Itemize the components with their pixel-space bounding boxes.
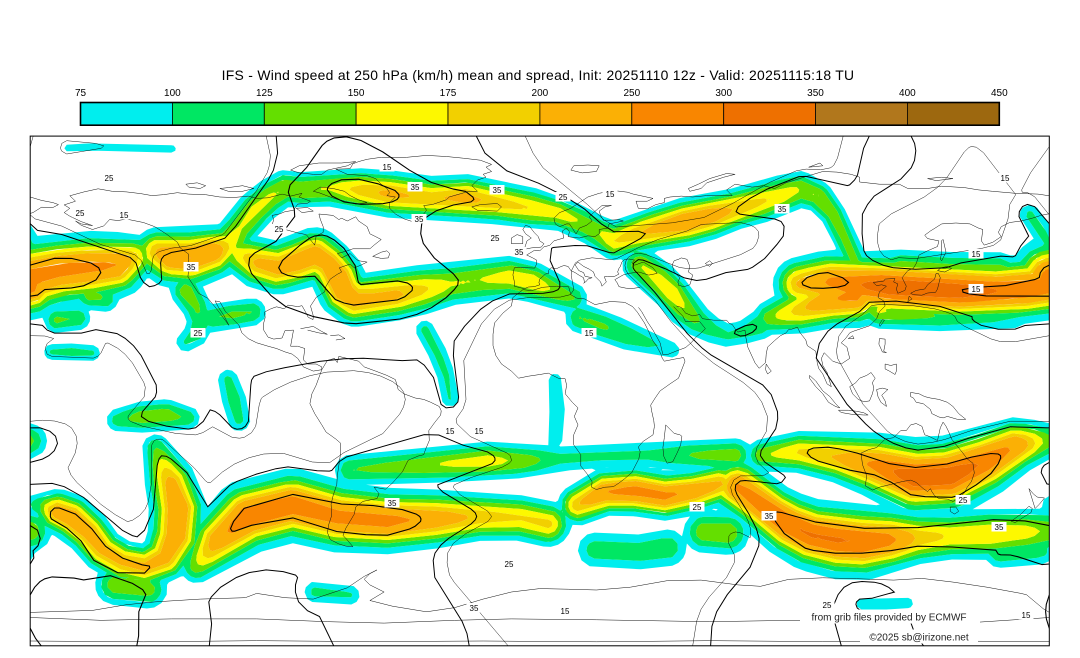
svg-text:35: 35 bbox=[187, 263, 196, 272]
svg-text:15: 15 bbox=[120, 211, 129, 220]
svg-text:400: 400 bbox=[899, 88, 916, 99]
svg-text:100: 100 bbox=[164, 88, 181, 99]
svg-text:15: 15 bbox=[475, 427, 484, 436]
svg-text:25: 25 bbox=[491, 234, 500, 243]
svg-text:25: 25 bbox=[693, 503, 702, 512]
svg-text:35: 35 bbox=[411, 183, 420, 192]
svg-text:15: 15 bbox=[972, 250, 981, 259]
svg-text:15: 15 bbox=[1001, 174, 1010, 183]
svg-text:35: 35 bbox=[515, 248, 524, 257]
svg-text:25: 25 bbox=[275, 225, 284, 234]
svg-text:35: 35 bbox=[470, 604, 479, 613]
svg-text:15: 15 bbox=[585, 329, 594, 338]
svg-text:350: 350 bbox=[807, 88, 824, 99]
svg-text:75: 75 bbox=[75, 88, 87, 99]
svg-text:©2025 sb@irizone.net: ©2025 sb@irizone.net bbox=[869, 633, 968, 644]
svg-text:35: 35 bbox=[415, 215, 424, 224]
svg-text:150: 150 bbox=[348, 88, 365, 99]
svg-text:IFS - Wind speed at 250 hPa (k: IFS - Wind speed at 250 hPa (km/h) mean … bbox=[222, 67, 855, 83]
svg-text:175: 175 bbox=[440, 88, 457, 99]
svg-text:25: 25 bbox=[105, 174, 114, 183]
svg-text:200: 200 bbox=[532, 88, 549, 99]
svg-text:25: 25 bbox=[505, 560, 514, 569]
svg-text:25: 25 bbox=[959, 496, 968, 505]
svg-text:250: 250 bbox=[623, 88, 640, 99]
svg-text:from grib files provided by EC: from grib files provided by ECMWF bbox=[811, 613, 966, 624]
svg-text:35: 35 bbox=[765, 512, 774, 521]
svg-text:25: 25 bbox=[194, 329, 203, 338]
svg-text:15: 15 bbox=[972, 285, 981, 294]
svg-text:35: 35 bbox=[778, 205, 787, 214]
svg-text:25: 25 bbox=[823, 601, 832, 610]
svg-text:35: 35 bbox=[388, 499, 397, 508]
svg-text:15: 15 bbox=[606, 190, 615, 199]
svg-text:25: 25 bbox=[559, 193, 568, 202]
svg-text:15: 15 bbox=[383, 163, 392, 172]
svg-text:15: 15 bbox=[446, 427, 455, 436]
svg-text:15: 15 bbox=[561, 607, 570, 616]
svg-text:15: 15 bbox=[1022, 611, 1031, 620]
svg-text:35: 35 bbox=[995, 523, 1004, 532]
svg-text:125: 125 bbox=[256, 88, 273, 99]
svg-text:450: 450 bbox=[991, 88, 1008, 99]
svg-text:25: 25 bbox=[76, 209, 85, 218]
svg-text:35: 35 bbox=[493, 186, 502, 195]
svg-text:300: 300 bbox=[715, 88, 732, 99]
